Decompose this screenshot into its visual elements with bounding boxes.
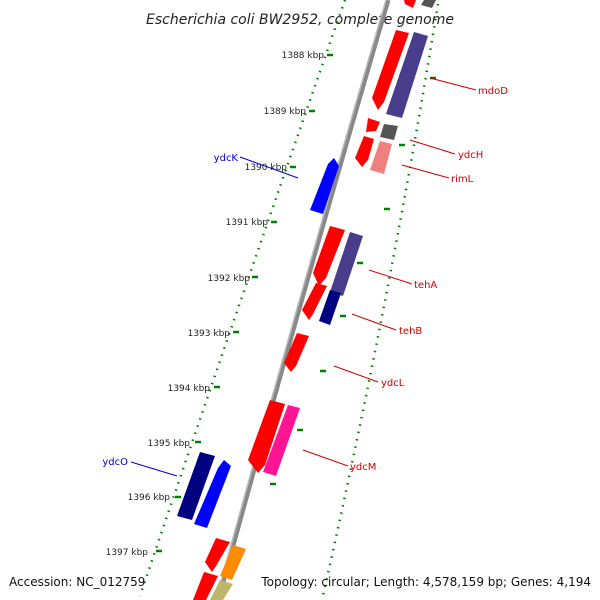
tick-label: 1388 kbp [282,51,325,61]
gene-block-tehA [330,232,363,296]
gene-arrow-small [366,118,380,132]
gene-block-ydcH [380,124,398,140]
gene-label-tehA: tehA [414,280,437,291]
accession-text: Accession: NC_012759 [9,575,145,589]
gene-block-ydcO [177,452,215,520]
tick-label: 1389 kbp [264,107,307,117]
gene-block-orange [220,545,246,580]
gene-label-tehB: tehB [399,326,422,337]
tick-label: 1394 kbp [168,384,211,394]
outer-tick-marks [270,76,436,486]
gene-arrow-bottom-red-2 [193,572,218,600]
gene-arrow [421,0,436,8]
gene-labels: mdoD ydcH rimL ydcK tehA tehB ydcL ydcM … [102,86,508,473]
leader-lines [130,77,477,477]
tick-label: 1392 kbp [208,274,251,284]
gene-label-ydcO: ydcO [102,457,128,468]
gene-arrow [404,0,416,8]
gene-block-mdoD [386,32,428,118]
tick-label: 1391 kbp [226,218,269,228]
gene-arrow-mdoG [372,30,409,110]
gene-label-mdoD: mdoD [478,86,508,97]
genome-summary-text: Topology: circular; Length: 4,578,159 bp… [260,575,591,589]
tick-label: 1397 kbp [106,548,149,558]
gene-label-rimL: rimL [451,174,474,185]
gene-block-rimL [370,141,392,174]
gene-label-ydcK: ydcK [214,153,239,164]
gene-label-ydcH: ydcH [458,150,483,161]
gene-block-ydcM [263,405,300,476]
tick-marks [156,53,333,553]
gene-arrow-ydcL [284,333,309,372]
gene-arrow-ydcK [310,158,339,214]
gene-block-olive [210,580,233,600]
inner-tick-ruler [138,0,347,597]
gene-arrow-ydcO [194,460,231,528]
gene-label-ydcM: ydcM [350,462,376,473]
tick-label: 1390 kbp [245,163,288,173]
tick-labels: 1388 kbp 1389 kbp 1390 kbp 1391 kbp 1392… [106,51,325,558]
tick-label: 1393 kbp [188,329,231,339]
genome-backbone [215,0,391,600]
gene-arrow-ydcM-red [248,400,285,473]
gene-arrow-rimL-left [355,136,374,167]
gene-arrow-tehB-red [302,283,327,320]
map-title: Escherichia coli BW2952, complete genome [146,12,454,28]
gene-arrow-bottom-red [205,538,230,572]
tick-label: 1395 kbp [148,439,191,449]
tick-label: 1396 kbp [128,493,171,503]
gene-arrow-tehA [313,226,345,286]
gene-label-ydcL: ydcL [381,378,405,389]
gene-features [177,0,436,600]
gene-block-tehB [319,290,341,325]
